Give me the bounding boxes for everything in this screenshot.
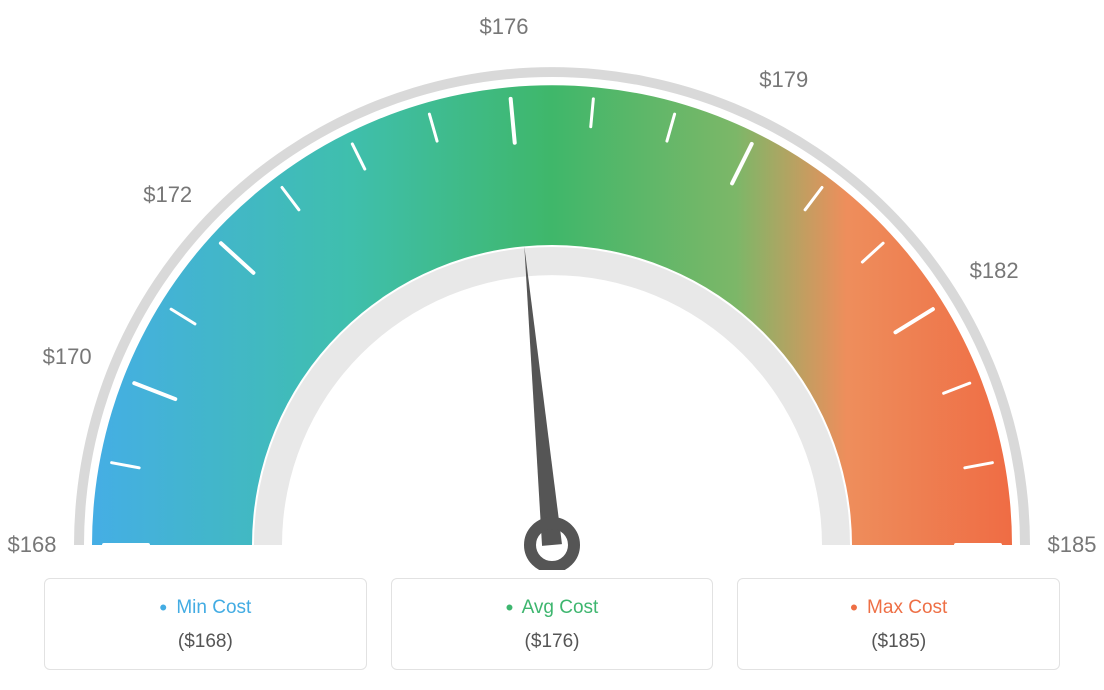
legend-avg-title: • Avg Cost <box>392 595 713 621</box>
gauge-tick-label: $179 <box>759 67 808 93</box>
gauge-tick-label: $172 <box>143 182 192 208</box>
legend-card-avg: • Avg Cost ($176) <box>391 578 714 670</box>
dot-icon: • <box>850 595 858 620</box>
legend-max-label: Max Cost <box>867 597 947 618</box>
dot-icon: • <box>506 595 514 620</box>
gauge-area: $168 $170 $172 $176 $179 $182 $185 <box>0 0 1104 570</box>
gauge-tick-label: $182 <box>970 258 1019 284</box>
legend-avg-value: ($176) <box>392 631 713 653</box>
legend-min-value: ($168) <box>45 631 366 653</box>
legend-avg-label: Avg Cost <box>522 597 599 618</box>
legend-min-title: • Min Cost <box>45 595 366 621</box>
gauge-tick-label: $168 <box>8 532 57 558</box>
legend-card-min: • Min Cost ($168) <box>44 578 367 670</box>
legend-max-value: ($185) <box>738 631 1059 653</box>
gauge-tick-label: $176 <box>480 14 529 40</box>
gauge-svg <box>0 0 1104 570</box>
legend-card-max: • Max Cost ($185) <box>737 578 1060 670</box>
legend-max-title: • Max Cost <box>738 595 1059 621</box>
legend-row: • Min Cost ($168) • Avg Cost ($176) • Ma… <box>0 578 1104 670</box>
gauge-tick-label: $170 <box>43 344 92 370</box>
dot-icon: • <box>159 595 167 620</box>
legend-min-label: Min Cost <box>176 597 251 618</box>
gauge-cost-chart: $168 $170 $172 $176 $179 $182 $185 • Min Cost … <box>0 0 1104 690</box>
gauge-tick-label: $185 <box>1048 532 1097 558</box>
